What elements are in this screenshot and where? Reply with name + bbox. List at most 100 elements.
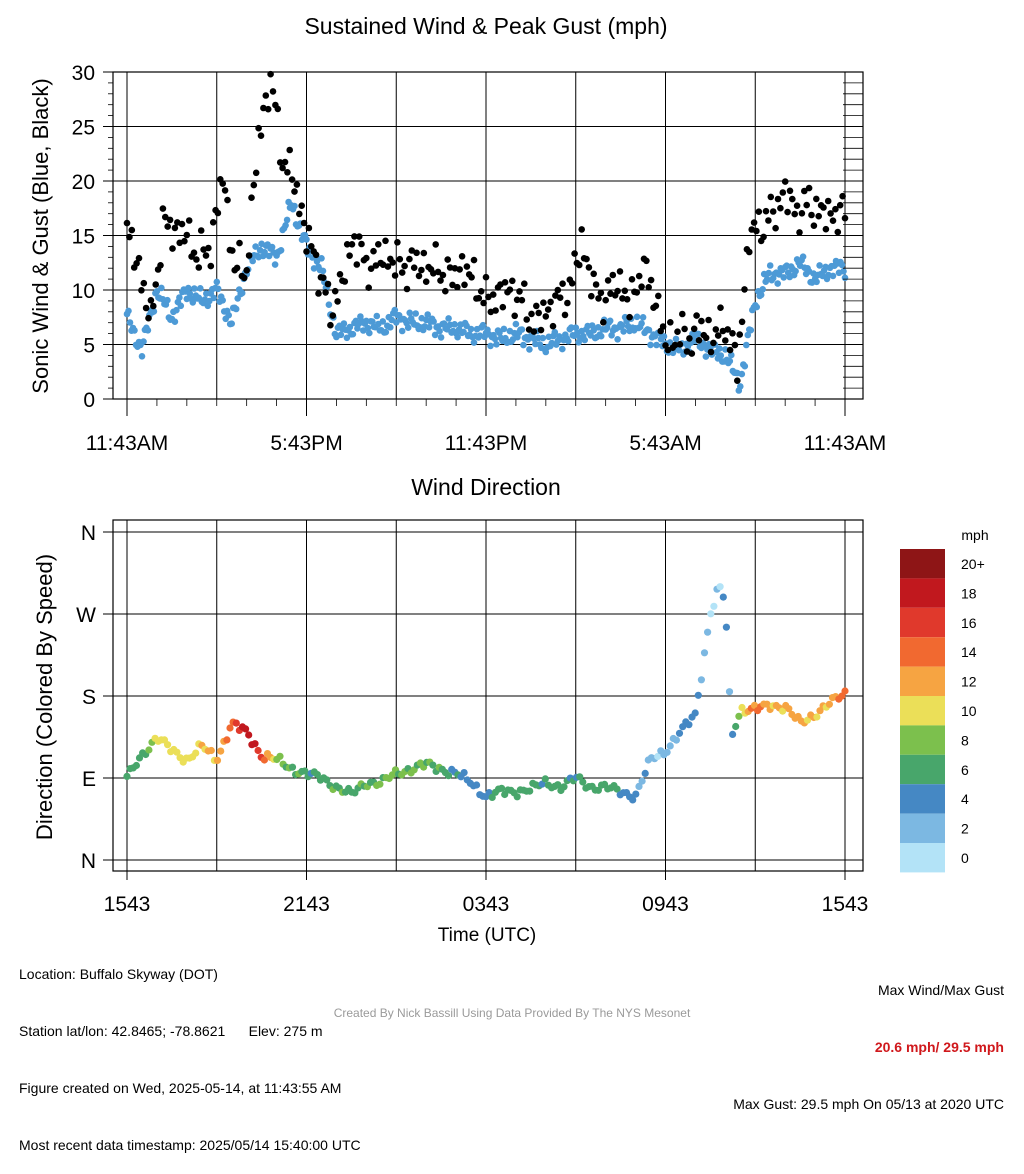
peak-gust-point bbox=[755, 208, 763, 215]
sustained-wind-point bbox=[451, 321, 458, 328]
peak-gust-point bbox=[753, 227, 760, 235]
direction-point bbox=[710, 602, 718, 610]
sustained-wind-point bbox=[747, 326, 755, 334]
sustained-wind-point bbox=[391, 306, 399, 314]
direction-point bbox=[641, 769, 649, 778]
direction-point bbox=[226, 724, 234, 732]
colorbar-label: 14 bbox=[961, 644, 977, 660]
sustained-wind-point bbox=[144, 327, 152, 334]
x-tick-label: 2143 bbox=[283, 893, 330, 916]
direction-point bbox=[691, 709, 699, 717]
direction-point bbox=[498, 784, 506, 792]
sustained-wind-point bbox=[774, 280, 781, 287]
direction-chart-grid bbox=[113, 520, 863, 871]
peak-gust-point bbox=[571, 250, 578, 257]
peak-gust-point bbox=[236, 239, 243, 247]
colorbar-swatch bbox=[900, 725, 945, 755]
peak-gust-point bbox=[126, 233, 133, 241]
direction-point bbox=[223, 736, 231, 744]
peak-gust-point bbox=[147, 297, 155, 304]
direction-chart-ticks: N E S W N 1543 2143 0343 0943 1543 bbox=[76, 522, 868, 916]
peak-gust-point bbox=[690, 325, 698, 333]
peak-gust-point bbox=[401, 262, 408, 270]
sustained-wind-point bbox=[125, 307, 132, 315]
peak-gust-point bbox=[439, 271, 447, 279]
peak-gust-point bbox=[521, 280, 528, 288]
peak-gust-point bbox=[518, 296, 526, 304]
peak-gust-point bbox=[499, 303, 507, 311]
peak-gust-point bbox=[655, 292, 662, 300]
peak-gust-point bbox=[781, 178, 789, 185]
sustained-wind-point bbox=[603, 324, 611, 332]
sustained-wind-point bbox=[177, 302, 185, 310]
sustained-wind-point bbox=[387, 324, 394, 331]
sustained-wind-point bbox=[491, 335, 499, 343]
peak-gust-point bbox=[741, 286, 748, 293]
direction-point bbox=[376, 780, 384, 788]
sustained-wind-point bbox=[186, 290, 194, 297]
peak-gust-point bbox=[410, 264, 418, 272]
peak-gust-point bbox=[456, 266, 464, 273]
peak-gust-point bbox=[164, 223, 171, 230]
peak-gust-point bbox=[207, 262, 215, 270]
peak-gust-point bbox=[592, 281, 600, 288]
peak-gust-series bbox=[123, 70, 849, 385]
direction-point bbox=[541, 775, 549, 783]
sustained-wind-point bbox=[581, 336, 588, 344]
sustained-wind-point bbox=[369, 318, 376, 325]
peak-gust-point bbox=[331, 287, 339, 295]
peak-gust-point bbox=[841, 214, 849, 222]
peak-gust-point bbox=[645, 284, 652, 291]
y-tick-label: N bbox=[81, 850, 96, 873]
sustained-wind-point bbox=[238, 289, 246, 297]
peak-gust-point bbox=[827, 210, 834, 217]
peak-gust-point bbox=[652, 302, 660, 310]
peak-gust-point bbox=[667, 319, 674, 326]
direction-point bbox=[697, 676, 706, 684]
peak-gust-point bbox=[820, 204, 827, 211]
peak-gust-point bbox=[152, 281, 159, 288]
sustained-wind-point bbox=[185, 284, 192, 292]
peak-gust-point bbox=[343, 241, 351, 248]
sustained-wind-point bbox=[765, 269, 772, 277]
peak-gust-point bbox=[415, 272, 423, 280]
peak-gust-point bbox=[396, 255, 404, 263]
colorbar-swatch bbox=[900, 696, 945, 726]
peak-gust-point bbox=[533, 302, 540, 310]
peak-gust-point bbox=[724, 326, 731, 333]
sustained-wind-point bbox=[131, 327, 138, 334]
peak-gust-point bbox=[279, 164, 286, 172]
direction-point bbox=[145, 746, 153, 754]
colorbar-swatch bbox=[900, 843, 945, 873]
peak-gust-point bbox=[185, 217, 193, 224]
peak-gust-point bbox=[798, 210, 806, 217]
peak-gust-point bbox=[796, 229, 803, 236]
sustained-wind-point bbox=[518, 326, 526, 333]
direction-point bbox=[444, 772, 453, 780]
y-tick-label: N bbox=[81, 522, 96, 545]
peak-gust-point bbox=[643, 257, 650, 265]
peak-gust-point bbox=[298, 202, 306, 209]
sustained-wind-point bbox=[467, 325, 475, 333]
peak-gust-point bbox=[750, 219, 758, 226]
sustained-wind-point bbox=[639, 314, 647, 321]
sustained-wind-point bbox=[228, 320, 235, 328]
sustained-wind-point bbox=[759, 286, 766, 293]
sustained-wind-point bbox=[319, 267, 327, 275]
peak-gust-point bbox=[418, 266, 425, 274]
peak-gust-point bbox=[480, 299, 487, 307]
sustained-wind-point bbox=[373, 312, 381, 320]
peak-gust-point bbox=[334, 298, 341, 305]
sustained-wind-point bbox=[841, 274, 849, 282]
peak-gust-point bbox=[686, 335, 693, 342]
peak-gust-point bbox=[353, 261, 361, 268]
peak-gust-point bbox=[190, 249, 198, 256]
peak-gust-point bbox=[178, 220, 186, 228]
direction-point bbox=[632, 790, 640, 798]
peak-gust-point bbox=[762, 207, 770, 215]
peak-gust-point bbox=[564, 299, 571, 307]
wind-chart-title: Sustained Wind & Peak Gust (mph) bbox=[304, 13, 667, 39]
peak-gust-point bbox=[229, 247, 236, 254]
sustained-wind-point bbox=[780, 274, 787, 281]
peak-gust-point bbox=[836, 201, 844, 209]
